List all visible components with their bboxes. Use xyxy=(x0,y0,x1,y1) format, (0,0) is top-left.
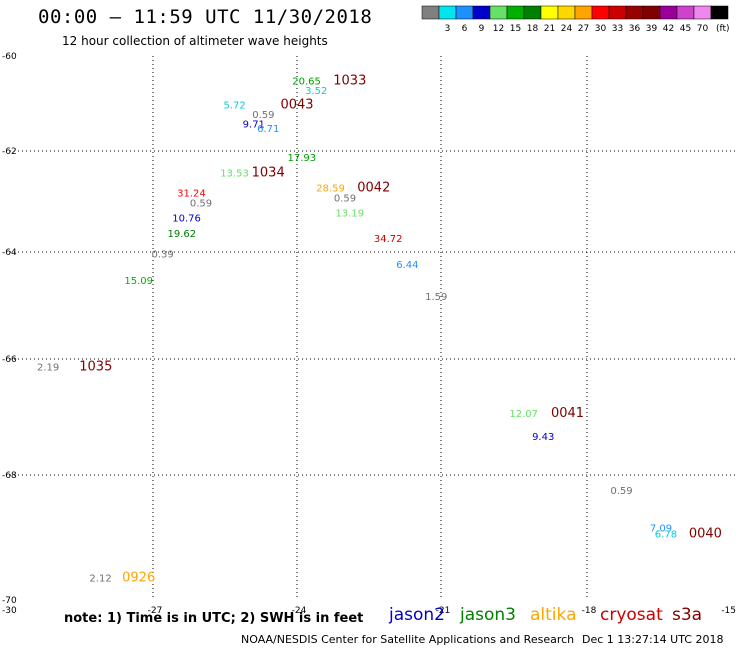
legend-swatch xyxy=(438,5,457,20)
lon-tick-label: -30 xyxy=(2,606,17,616)
pass-time-label: 1033 xyxy=(333,74,366,89)
footer-timestamp: Dec 1 13:27:14 UTC 2018 xyxy=(582,633,724,646)
map-grid xyxy=(10,56,735,600)
wave-height-label: 12.07 xyxy=(509,409,538,420)
legend-swatch xyxy=(523,5,542,20)
mission-label-jason2: jason2 xyxy=(389,605,445,625)
wave-height-label: 19.62 xyxy=(167,229,196,240)
mission-label-s3a: s3a xyxy=(672,605,703,625)
legend-unit: (ft) xyxy=(716,24,730,34)
wave-height-label: 13.53 xyxy=(220,168,249,179)
legend-swatch xyxy=(608,5,627,20)
lon-tick-label: -21 xyxy=(436,606,451,616)
legend-label: 6 xyxy=(462,24,468,34)
lat-tick-label: -68 xyxy=(2,471,17,481)
wave-height-label: 15.09 xyxy=(124,276,153,287)
pass-time-label: 0041 xyxy=(551,406,584,421)
wave-height-label: 10.76 xyxy=(172,214,201,225)
legend-label: 24 xyxy=(561,24,573,34)
legend-label: 42 xyxy=(663,24,674,34)
page-title: 00:00 – 11:59 UTC 11/30/2018 xyxy=(38,6,373,28)
lon-tick-label: -27 xyxy=(148,606,163,616)
legend-swatch xyxy=(472,5,491,20)
wave-height-label: 28.59 xyxy=(316,183,345,194)
wave-height-label: 20.65 xyxy=(292,77,321,88)
lat-tick-label: -66 xyxy=(2,355,17,365)
lat-tick-label: -60 xyxy=(2,52,17,62)
legend-label: 30 xyxy=(595,24,607,34)
wave-height-label: 5.72 xyxy=(223,100,245,111)
legend-swatch xyxy=(693,5,712,20)
wave-height-label: 34.72 xyxy=(374,234,403,245)
legend-label: 21 xyxy=(544,24,555,34)
legend-swatch xyxy=(676,5,695,20)
legend-swatch xyxy=(455,5,474,20)
legend-swatch xyxy=(540,5,559,20)
legend-label: 12 xyxy=(493,24,504,34)
legend-swatch xyxy=(642,5,661,20)
lat-tick-label: -62 xyxy=(2,147,17,157)
wave-height-label: 17.93 xyxy=(287,153,316,164)
legend-label: 27 xyxy=(578,24,589,34)
legend-label: 33 xyxy=(612,24,623,34)
legend-label: 15 xyxy=(510,24,521,34)
wave-height-label: 6.78 xyxy=(655,530,677,541)
legend-label: 36 xyxy=(629,24,641,34)
wave-height-label: 9.71 xyxy=(243,119,265,130)
mission-label-altika: altika xyxy=(530,605,577,625)
lon-tick-label: -24 xyxy=(292,606,307,616)
lon-tick-label: -15 xyxy=(721,606,736,616)
legend-swatch xyxy=(506,5,525,20)
wave-height-label: 2.12 xyxy=(89,573,111,584)
lon-tick-label: -18 xyxy=(582,606,597,616)
pass-time-label: 0040 xyxy=(689,527,722,542)
legend-label: 39 xyxy=(646,24,658,34)
legend-swatch xyxy=(659,5,678,20)
wave-height-label: 7.09 xyxy=(650,523,672,534)
wave-height-label: 31.24 xyxy=(177,188,206,199)
wave-height-label: 0.39 xyxy=(151,249,173,260)
wave-height-label: 0.59 xyxy=(190,199,212,210)
mission-label-cryosat: cryosat xyxy=(600,605,663,625)
pass-time-label: 1035 xyxy=(79,360,112,375)
legend-swatch xyxy=(489,5,508,20)
pass-time-label: 0042 xyxy=(357,180,390,195)
color-legend: 3 6 9 12 15 18 21 24 27 30 33 36 39 42 45 70 (ft) xyxy=(421,5,730,34)
wave-height-label: 2.19 xyxy=(37,363,59,374)
legend-label: 3 xyxy=(445,24,451,34)
legend-swatch xyxy=(421,5,440,20)
wave-height-label: 0.59 xyxy=(610,486,632,497)
wave-height-label: 0.59 xyxy=(252,110,274,121)
legend-label: 9 xyxy=(479,24,485,34)
wave-height-label: 3.52 xyxy=(305,86,327,97)
legend-swatch xyxy=(710,5,729,20)
legend-swatch xyxy=(625,5,644,20)
legend-label: 18 xyxy=(527,24,539,34)
pass-time-label: 1034 xyxy=(252,165,285,180)
page-subtitle: 12 hour collection of altimeter wave hei… xyxy=(62,34,328,48)
lat-tick-label: -64 xyxy=(2,248,17,258)
legend-swatch xyxy=(574,5,593,20)
pass-time-label: 0043 xyxy=(280,97,313,112)
wave-height-label: 6.44 xyxy=(396,260,418,271)
wave-height-label: 6.71 xyxy=(257,124,279,135)
mission-label-jason3: jason3 xyxy=(460,605,516,625)
map-tick-labels: -27 -24 -21 -18 -62 -64 -66 -68 -60 -70-30 -15 xyxy=(2,52,736,616)
legend-swatch xyxy=(591,5,610,20)
legend-label: 45 xyxy=(680,24,691,34)
wave-height-label: 9.43 xyxy=(532,432,554,443)
pass-time-label: 0926 xyxy=(122,570,155,585)
lat-tick-label: -70 xyxy=(2,596,17,606)
legend-swatch xyxy=(557,5,576,20)
footer-credit: NOAA/NESDIS Center for Satellite Applica… xyxy=(241,633,575,646)
wave-height-label: 0.59 xyxy=(334,194,356,205)
wave-height-label: 1.59 xyxy=(425,292,447,303)
units-note: note: 1) Time is in UTC; 2) SWH is in fe… xyxy=(64,611,364,626)
legend-label: 70 xyxy=(697,24,709,34)
wave-height-label: 13.19 xyxy=(335,209,364,220)
